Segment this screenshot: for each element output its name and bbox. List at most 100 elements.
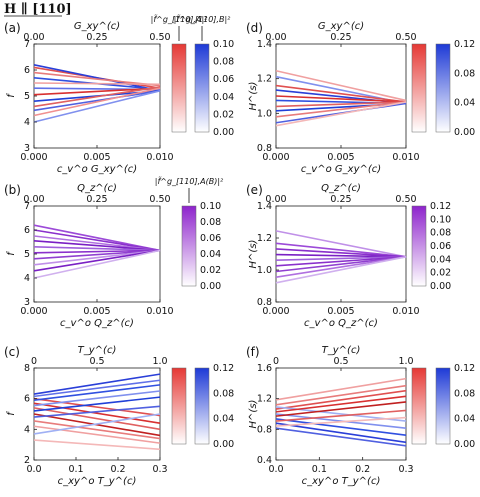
colorbar-tick-label: 0.12 bbox=[213, 363, 234, 374]
series-line bbox=[33, 90, 161, 112]
top-tick-label: 0.00 bbox=[23, 32, 44, 43]
series-line bbox=[275, 395, 407, 413]
x-tick-label: 0.005 bbox=[327, 152, 354, 163]
series-line bbox=[275, 427, 407, 447]
y-tick-label: 0.4 bbox=[257, 455, 272, 466]
chart-panel: (b) 0.000 0.005 0.010 0.00 0.25 0.50 3 4 5 6 7 c_v^o… bbox=[4, 176, 224, 329]
y-axis-label: f bbox=[6, 411, 17, 416]
series-line bbox=[275, 248, 407, 258]
y-tick-label: 0.8 bbox=[257, 424, 272, 435]
colorbar bbox=[171, 367, 187, 445]
y-tick-label: 7 bbox=[24, 201, 30, 212]
colorbar bbox=[171, 43, 187, 133]
chart-panel: (f) 0.0 0.1 0.2 0.3 0 0.5 1.0 0.4 0.8 1.2 1.6 c_xy^o… bbox=[246, 345, 475, 487]
colorbar-tick-label: 0.04 bbox=[454, 414, 475, 425]
top-tick-label: 0.50 bbox=[149, 32, 170, 43]
colorbar-tick-label: 0.08 bbox=[454, 388, 475, 399]
series-line bbox=[33, 420, 161, 440]
chart-panel: (d) 0.000 0.005 0.010 0.00 0.25 0.50 0.8 1.0 1.2 1… bbox=[246, 21, 475, 175]
series-line bbox=[275, 101, 407, 108]
y-tick-label: 1.0 bbox=[257, 108, 272, 119]
y-tick-label: 1.4 bbox=[257, 39, 272, 50]
y-tick-label: 8 bbox=[24, 363, 30, 374]
colorbar-tick-label: 0.08 bbox=[213, 388, 234, 399]
series-line bbox=[33, 249, 161, 272]
series-line bbox=[275, 256, 407, 284]
y-tick-label: 1.2 bbox=[257, 233, 272, 244]
series-line bbox=[33, 407, 161, 431]
colorbar bbox=[194, 43, 210, 133]
colorbar-tick-label: 0.04 bbox=[430, 254, 451, 265]
series-line bbox=[33, 397, 161, 417]
top-tick-label: 0.00 bbox=[265, 32, 286, 43]
figure-header: H ∥ [110] bbox=[4, 2, 72, 17]
colorbar-tick-label: 0.12 bbox=[430, 201, 451, 212]
top-axis-label: Q_z^(c) bbox=[321, 183, 361, 194]
y-tick-label: 1.2 bbox=[257, 394, 272, 405]
series-line bbox=[33, 87, 161, 96]
series-line bbox=[275, 422, 407, 444]
panel-label: (f) bbox=[246, 345, 260, 359]
top-tick-label: 0 bbox=[31, 356, 37, 367]
x-tick-label: 0.005 bbox=[83, 152, 110, 163]
x-tick-label: 0.0 bbox=[268, 464, 283, 475]
chart-panel: (a) 0.000 0.005 0.010 0.00 0.25 0.50 3 4 5 6 7 c_v^o… bbox=[4, 14, 234, 175]
top-tick-label: 0.5 bbox=[89, 356, 104, 367]
x-tick-label: 0.005 bbox=[327, 306, 354, 317]
panel-label: (d) bbox=[246, 21, 263, 35]
y-tick-label: 0.8 bbox=[257, 143, 272, 154]
y-tick-label: 5 bbox=[24, 249, 30, 260]
colorbar-tick-label: 0.06 bbox=[430, 241, 451, 252]
series-line bbox=[275, 253, 407, 258]
series-line bbox=[33, 413, 161, 435]
y-tick-label: 4 bbox=[24, 424, 30, 435]
colorbar-tick-label: 0.00 bbox=[213, 439, 234, 450]
y-tick-label: 1.2 bbox=[257, 74, 272, 85]
series-line bbox=[275, 409, 407, 422]
panel-label: (a) bbox=[4, 21, 21, 35]
top-tick-label: 0.50 bbox=[395, 194, 416, 205]
colorbar-tick-label: 0.08 bbox=[200, 217, 221, 228]
colorbar-tick-label: 0.02 bbox=[200, 265, 221, 276]
series-line bbox=[33, 390, 161, 407]
top-tick-label: 0.00 bbox=[23, 194, 44, 205]
colorbar-tick-label: 0.04 bbox=[213, 92, 234, 103]
top-tick-label: 0.25 bbox=[86, 194, 107, 205]
series-line bbox=[33, 425, 161, 444]
panel-label: (c) bbox=[4, 345, 20, 359]
colorbar-title: |f̃^g_[110],B|² bbox=[174, 14, 232, 24]
colorbar bbox=[194, 367, 210, 445]
series-line bbox=[33, 405, 161, 418]
series-line bbox=[275, 418, 407, 437]
colorbar-title: |f̃^g_[110],A|² bbox=[151, 14, 209, 24]
x-tick-label: 0.005 bbox=[83, 306, 110, 317]
x-tick-label: 0.000 bbox=[20, 152, 47, 163]
series-line bbox=[275, 256, 407, 273]
series-line bbox=[33, 90, 161, 123]
x-tick-label: 0.3 bbox=[398, 464, 413, 475]
x-tick-label: 0.2 bbox=[110, 464, 125, 475]
x-tick-label: 0.000 bbox=[262, 152, 289, 163]
series-line bbox=[275, 95, 407, 103]
x-tick-label: 0.1 bbox=[68, 464, 83, 475]
series-line bbox=[275, 416, 407, 427]
top-tick-label: 0.00 bbox=[265, 194, 286, 205]
colorbar-tick-label: 0.10 bbox=[213, 39, 234, 50]
colorbar-tick-label: 0.00 bbox=[454, 439, 475, 450]
colorbar bbox=[181, 205, 197, 287]
series-line bbox=[33, 249, 161, 279]
y-tick-label: 1.6 bbox=[257, 363, 272, 374]
colorbar-tick-label: 0.06 bbox=[213, 74, 234, 85]
y-axis-label: H^(s) bbox=[248, 240, 259, 269]
top-axis-label: T_y^(c) bbox=[322, 345, 361, 356]
series-line bbox=[275, 384, 407, 406]
colorbar-tick-label: 0.00 bbox=[454, 127, 475, 138]
chart-panel: (e) 0.000 0.005 0.010 0.00 0.25 0.50 0.8 1.0 1.2 1… bbox=[246, 183, 451, 329]
top-tick-label: 1.0 bbox=[398, 356, 413, 367]
y-tick-label: 7 bbox=[24, 39, 30, 50]
colorbar-tick-label: 0.10 bbox=[200, 201, 221, 212]
series-line bbox=[33, 229, 161, 252]
y-tick-label: 6 bbox=[24, 65, 30, 76]
y-tick-label: 4 bbox=[24, 273, 30, 284]
